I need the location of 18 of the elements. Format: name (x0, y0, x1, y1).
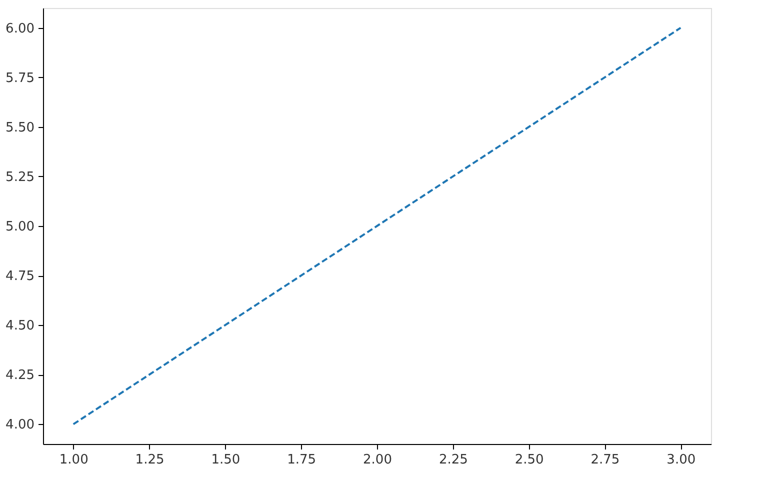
x-tick-label: 1.25 (135, 452, 164, 468)
y-tick-label: 4.75 (6, 269, 34, 284)
y-tick-label: 5.75 (6, 70, 34, 86)
y-tick-label: 5.00 (6, 220, 34, 234)
x-tick-label: 1.00 (59, 452, 88, 468)
x-tick-label: 1.75 (287, 452, 316, 468)
x-tick-label: 3.00 (666, 452, 696, 468)
y-tick-label: 5.50 (6, 120, 34, 136)
x-tick-label: 2.00 (363, 452, 392, 468)
x-tick-label: 2.75 (590, 452, 620, 468)
y-tick-label: 6.00 (6, 21, 34, 36)
y-tick-label: 5.25 (6, 170, 34, 185)
y-tick-label: 4.00 (6, 418, 34, 433)
x-tick-label: 2.25 (438, 452, 468, 468)
y-tick-label: 4.50 (6, 318, 34, 334)
x-tick-label: 1.50 (211, 452, 240, 468)
x-tick-label: 2.50 (514, 452, 544, 468)
y-tick-label: 4.25 (6, 368, 34, 384)
